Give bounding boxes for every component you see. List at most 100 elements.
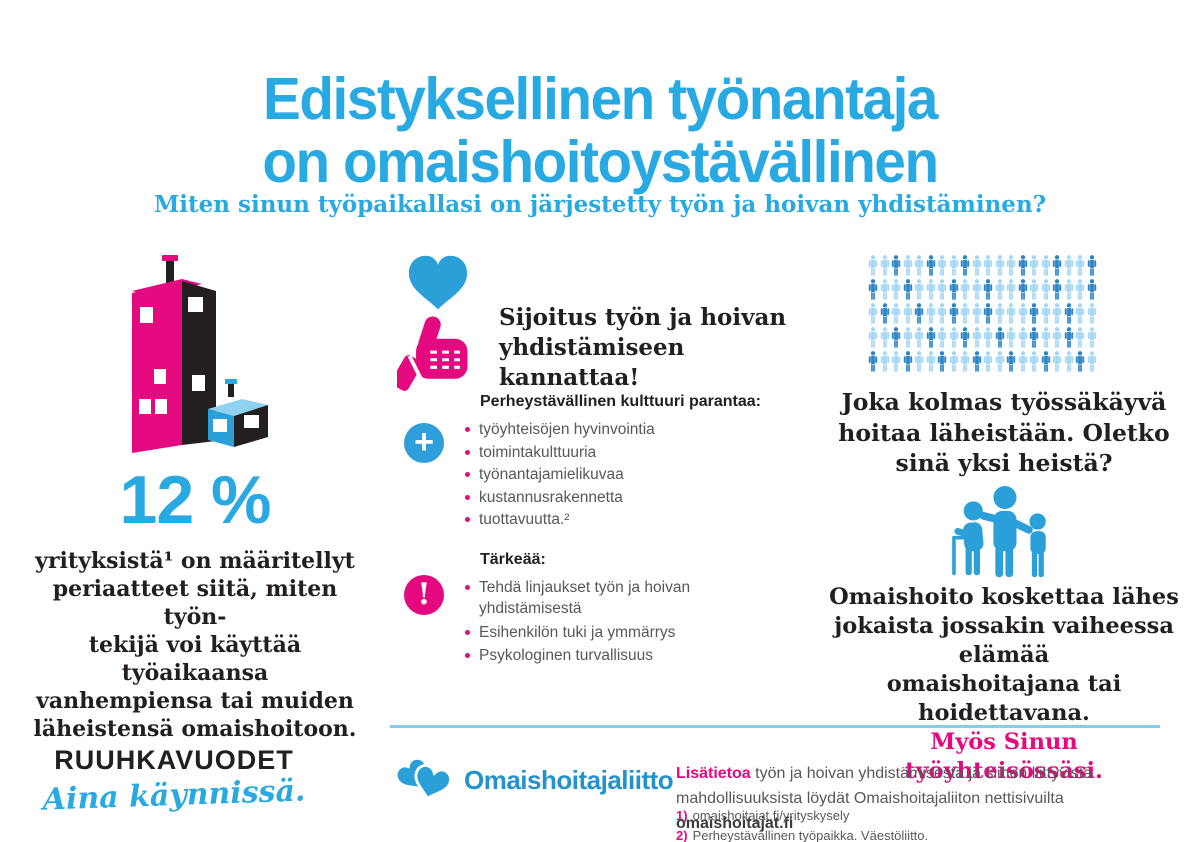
person-icon xyxy=(914,255,924,276)
statement-highlight: Myös Sinun työyhteisössäsi. xyxy=(905,729,1103,784)
brand-tagline: Aina käynnissä. xyxy=(42,773,306,818)
person-icon xyxy=(1006,255,1016,276)
info-lead: Lisätietoa xyxy=(676,765,751,782)
bullet-text: toimintakulttuuria xyxy=(479,443,597,461)
footnote: 1) omaishoitajat.fi/yrityskysely xyxy=(676,806,928,826)
bullet-dot-icon xyxy=(465,494,470,500)
brand-name: RUUHKAVUODET xyxy=(54,745,294,775)
person-icon xyxy=(868,255,878,276)
text-line: vanhempiensa tai muiden xyxy=(36,688,354,714)
bullet-item: työnantajamielikuvaa xyxy=(465,464,655,485)
person-icon xyxy=(1006,351,1016,372)
person-icon xyxy=(1052,303,1062,324)
text-line: yrityksistä¹ on määritellyt xyxy=(35,548,355,574)
person-icon xyxy=(1087,351,1097,372)
bullet-dot-icon xyxy=(465,449,470,455)
person-icon xyxy=(1018,255,1028,276)
bullet-dot-icon xyxy=(465,472,470,477)
person-icon xyxy=(880,303,890,324)
person-icon xyxy=(926,303,936,324)
person-icon xyxy=(1052,255,1062,276)
person-icon xyxy=(960,351,970,372)
bullet-text: Psykologinen turvallisuus xyxy=(479,647,654,664)
bullet-item: tuottavuutta.² xyxy=(465,509,655,530)
bullet-text: tuottavuutta.² xyxy=(479,511,570,528)
page-subtitle: Miten sinun työpaikallasi on järjestetty… xyxy=(153,191,1047,218)
middle-column: Sijoitus työn ja hoivan yhdistämiseen kan… xyxy=(395,253,790,723)
person-icon xyxy=(1075,303,1085,324)
bullet-text: työyhteisöjen hyvinvointia xyxy=(479,421,655,438)
text-line: tekijä voi käyttää työaikaansa xyxy=(88,632,302,686)
person-icon xyxy=(960,255,970,276)
page-title-line1: Edistyksellinen työnantaja xyxy=(263,65,938,132)
person-icon xyxy=(1041,279,1051,300)
person-icon xyxy=(949,279,959,300)
footer-divider xyxy=(390,725,1160,728)
person-icon xyxy=(937,327,947,348)
bullet-text: kustannusrakennetta xyxy=(479,488,623,506)
person-icon xyxy=(1018,279,1028,300)
organization-name: Omaishoitajaliitto xyxy=(464,764,674,795)
person-icon xyxy=(995,327,1005,348)
person-icon xyxy=(868,303,878,324)
person-icon xyxy=(972,279,982,300)
important-heading: Tärkeää: xyxy=(480,551,546,568)
text-line: hoitaa läheistään. Oletko xyxy=(838,418,1170,447)
person-icon xyxy=(1064,303,1074,324)
person-icon xyxy=(960,327,970,348)
person-icon xyxy=(891,327,901,348)
person-icon xyxy=(1064,279,1074,300)
footnotes: 1) omaishoitajat.fi/yrityskysely 2) Perheys… xyxy=(676,806,928,842)
person-icon xyxy=(891,351,901,372)
person-icon xyxy=(972,351,982,372)
page-title-line2: on omaishoitoystävällinen xyxy=(262,128,939,195)
thumbs-up-icon xyxy=(397,316,468,391)
plus-icon: + xyxy=(404,423,444,463)
person-icon xyxy=(868,327,878,348)
person-icon xyxy=(1087,279,1097,300)
person-icon xyxy=(960,303,970,324)
heart-icon xyxy=(408,255,468,310)
person-icon xyxy=(995,351,1005,372)
person-icon xyxy=(1018,327,1028,348)
statement-lines: Omaishoito koskettaa lähes jokaista jossa… xyxy=(828,583,1180,728)
person-icon xyxy=(1075,351,1085,372)
person-icon xyxy=(926,351,936,372)
every-third-question: Joka kolmas työssäkäyvä hoitaa läheistään… xyxy=(828,387,1180,479)
person-icon xyxy=(1029,279,1039,300)
person-icon xyxy=(1041,303,1051,324)
person-icon xyxy=(1052,351,1062,372)
footnote: 2) Perheystävällinen työpaikka. Väestölii… xyxy=(676,826,928,842)
person-icon xyxy=(983,303,993,324)
person-icon xyxy=(1064,255,1074,276)
double-heart-icon xyxy=(397,759,452,801)
footnote-text: Perheystävällinen työpaikka. Väestöliitt… xyxy=(692,828,929,842)
bullet-dot-icon xyxy=(465,517,470,522)
person-icon xyxy=(1029,303,1039,324)
person-icon xyxy=(1041,351,1051,372)
stat-value: 12 % xyxy=(119,462,272,538)
info-body: työn ja hoivan yhdistämisestä ja siihen … xyxy=(676,765,1093,807)
info-link: omaishoitajat.fi xyxy=(676,815,794,832)
text-line: omaishoitajana tai hoidettavana. xyxy=(886,671,1122,726)
organization-logo: Omaishoitajaliitto xyxy=(394,753,674,807)
person-icon xyxy=(914,303,924,324)
person-icon xyxy=(972,327,982,348)
text-line: yhdistämiseen kannattaa! xyxy=(499,334,685,391)
text-line: läheistensä omaishoitoon. xyxy=(33,716,357,742)
bullet-dot-icon xyxy=(465,629,470,635)
person-icon xyxy=(891,279,901,300)
text-line: sinä yksi heistä? xyxy=(895,449,1113,477)
person-icon xyxy=(1075,279,1085,300)
person-icon xyxy=(868,279,878,300)
bullet-dot-icon xyxy=(465,585,470,590)
person-icon xyxy=(914,351,924,372)
people-pictogram-grid xyxy=(868,255,1098,375)
benefits-list: työyhteisöjen hyvinvointia toimintakulttu… xyxy=(465,419,655,532)
heart-thumb-icons xyxy=(397,253,483,393)
person-icon xyxy=(926,279,936,300)
person-icon xyxy=(1064,351,1074,372)
person-icon xyxy=(937,255,947,276)
exclamation-icon: ! xyxy=(404,575,444,615)
brand-block: RUUHKAVUODET Aina käynnissä. xyxy=(24,745,324,818)
